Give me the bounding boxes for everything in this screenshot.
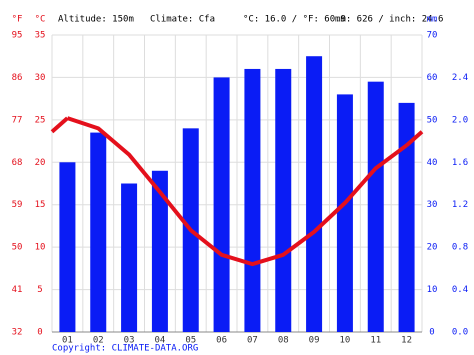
line [66,116,408,267]
y-f-tick-label: 86 [12,73,23,83]
bar [336,94,353,333]
inch-tick-label: 0.0 [452,328,468,338]
bar [90,132,107,332]
x-tick-label: 01 [62,336,73,346]
bar [121,183,138,332]
x-tick-label: 06 [216,336,227,346]
y-f-tick-label: 59 [12,200,23,210]
y2-tick-label: 70 [427,31,438,41]
y-f-tick-label: 41 [12,285,23,295]
annotation: mm: 626 / inch: 24.6 [335,15,443,25]
y-tick-label: 20 [35,158,46,168]
y-tick-label: 5 [37,285,42,295]
y2-tick-label: 20 [427,243,438,253]
inch-tick-label: 1.6 [452,158,468,168]
inch-tick-label: 0.8 [452,243,468,253]
bar [244,68,261,332]
inch-tick-label: 2.0 [452,115,468,125]
bar [151,170,168,332]
y-tick-label: 25 [35,115,46,125]
y2-tick-label: 30 [427,200,438,210]
annotation: Altitude: 150m [58,15,134,25]
y-f-tick-label: 68 [12,158,23,168]
bar [367,81,384,333]
x-tick-label: 05 [185,336,196,346]
bar [213,77,230,332]
y2-tick-label: 10 [427,285,438,295]
x-tick-label: 12 [401,336,412,346]
bar [398,102,415,332]
y-tick-label: 0 [37,328,42,338]
x-tick-label: 08 [278,336,289,346]
y-tick-label: 30 [35,73,46,83]
bar [306,56,323,332]
y2-tick-label: 60 [427,73,438,83]
y-tick-label: 35 [35,31,46,41]
y-f-tick-label: 77 [12,115,23,125]
x-tick-label: 04 [154,336,165,346]
y-f-tick-label: 95 [12,31,23,41]
line-edge [405,130,424,147]
inch-tick-label: 1.2 [452,200,468,210]
bar [59,162,76,332]
x-tick-label: 10 [339,336,350,346]
bar [275,68,292,332]
x-tick-label: 09 [309,336,320,346]
unit-c: °C [35,15,46,25]
y-f-tick-label: 32 [12,328,23,338]
y2-tick-label: 40 [427,158,438,168]
x-tick-label: 03 [124,336,135,346]
y-tick-label: 10 [35,243,46,253]
x-tick-label: 07 [247,336,258,346]
line-edge [50,116,69,134]
copyright: Copyright: CLIMATE-DATA.ORG [52,344,198,354]
y2-tick-label: 0 [429,328,434,338]
unit-f: °F [12,15,23,25]
unit-mm: mm [427,15,438,25]
annotation: °C: 16.0 / °F: 60.9 [243,15,346,25]
inch-tick-label: 0.4 [452,285,468,295]
x-tick-label: 02 [93,336,104,346]
y2-tick-label: 50 [427,115,438,125]
annotation: Climate: Cfa [150,15,215,25]
x-tick-label: 11 [370,336,381,346]
inch-tick-label: 2.4 [452,73,468,83]
y-f-tick-label: 50 [12,243,23,253]
y-tick-label: 15 [35,200,46,210]
